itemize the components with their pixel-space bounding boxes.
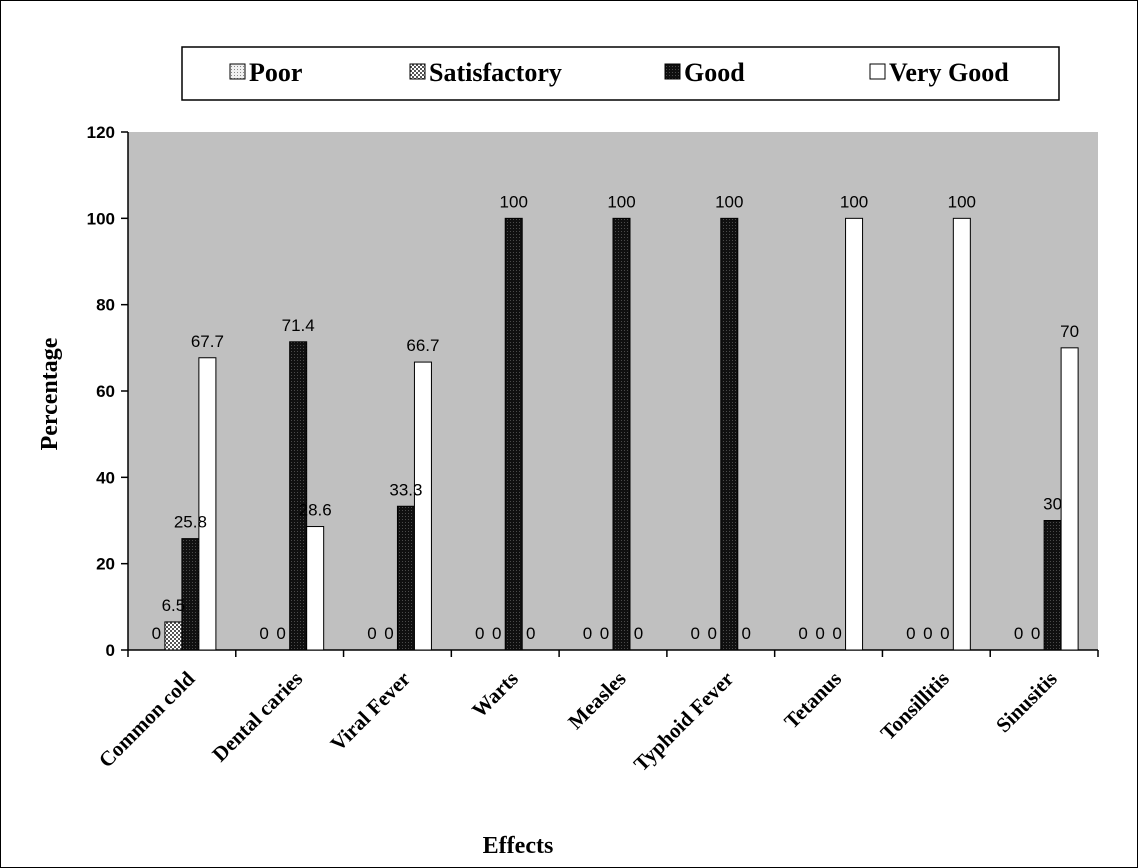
data-label: 0 [940, 624, 949, 643]
y-axis: 0 20 40 60 80 100 120 [87, 123, 129, 660]
x-tick-label: Common cold [94, 666, 200, 772]
legend-swatch [664, 63, 681, 80]
data-label: 0 [923, 624, 932, 643]
data-label: 33.3 [389, 480, 422, 499]
data-label: 30 [1043, 495, 1062, 514]
legend-label: Poor [249, 58, 302, 87]
bar [612, 217, 631, 651]
bar [952, 217, 971, 651]
x-tick-label: Dental caries [207, 667, 307, 767]
y-tick-label: 20 [96, 555, 115, 574]
bar [1043, 520, 1062, 651]
legend-swatch [409, 63, 426, 80]
y-tick-label: 80 [96, 296, 115, 315]
y-tick-label: 60 [96, 382, 115, 401]
x-tick-label: Viral Fever [326, 667, 415, 756]
bar [164, 621, 183, 651]
data-label: 0 [384, 624, 393, 643]
legend-label: Good [684, 58, 745, 87]
bar [504, 217, 523, 651]
x-axis-title: Effects [483, 833, 554, 859]
x-tick-label: Sinusitis [991, 667, 1062, 738]
bar [845, 217, 864, 651]
y-axis-title: Percentage [37, 337, 63, 450]
data-label: 66.7 [406, 336, 439, 355]
y-tick-label: 0 [106, 641, 115, 660]
bar [1060, 347, 1079, 651]
data-label: 0 [600, 624, 609, 643]
legend-swatch [869, 63, 886, 80]
data-label: 0 [276, 624, 285, 643]
data-label: 0 [1031, 624, 1040, 643]
legend-label: Very Good [889, 58, 1009, 87]
data-label: 0 [634, 624, 643, 643]
bar [396, 505, 415, 651]
y-tick-label: 100 [87, 209, 115, 228]
bars [164, 217, 1079, 651]
legend-swatch [229, 63, 246, 80]
data-label: 100 [948, 192, 976, 211]
data-label: 0 [492, 624, 501, 643]
data-label: 0 [367, 624, 376, 643]
data-label: 0 [906, 624, 915, 643]
data-label: 0 [832, 624, 841, 643]
x-tick-label: Tonsillitis [876, 667, 954, 745]
x-axis: Common cold Dental caries Viral Fever Warts… [94, 649, 1099, 777]
data-label: 70 [1060, 322, 1079, 341]
data-label: 71.4 [282, 316, 315, 335]
data-label: 6.5 [162, 596, 186, 615]
bar [720, 217, 739, 651]
data-label: 100 [607, 192, 635, 211]
data-label: 0 [708, 624, 717, 643]
bar [289, 341, 308, 651]
data-label: 100 [840, 192, 868, 211]
x-tick-label: Typhoid Fever [629, 667, 739, 777]
data-label: 67.7 [191, 332, 224, 351]
legend-box [181, 46, 1060, 101]
bar [181, 538, 200, 651]
legend-label: Satisfactory [429, 58, 562, 87]
x-tick-label: Tetanus [779, 667, 846, 734]
data-label: 0 [798, 624, 807, 643]
data-label: 25.8 [174, 513, 207, 532]
bar [413, 361, 432, 651]
data-label: 0 [742, 624, 751, 643]
bar [306, 526, 325, 651]
y-tick-label: 40 [96, 468, 115, 487]
x-tick-label: Warts [467, 667, 523, 723]
bar [198, 357, 217, 651]
data-label: 0 [259, 624, 268, 643]
data-label: 0 [526, 624, 535, 643]
data-label: 100 [715, 192, 743, 211]
y-tick-label: 120 [87, 123, 115, 142]
legend: Poor Satisfactory Good Very Good [181, 46, 1060, 101]
data-label: 0 [583, 624, 592, 643]
data-label: 0 [815, 624, 824, 643]
data-label: 0 [1014, 624, 1023, 643]
data-label: 28.6 [299, 501, 332, 520]
data-label: 0 [691, 624, 700, 643]
x-tick-label: Measles [563, 667, 630, 734]
data-label: 0 [152, 624, 161, 643]
data-label: 100 [500, 192, 528, 211]
data-label: 0 [475, 624, 484, 643]
